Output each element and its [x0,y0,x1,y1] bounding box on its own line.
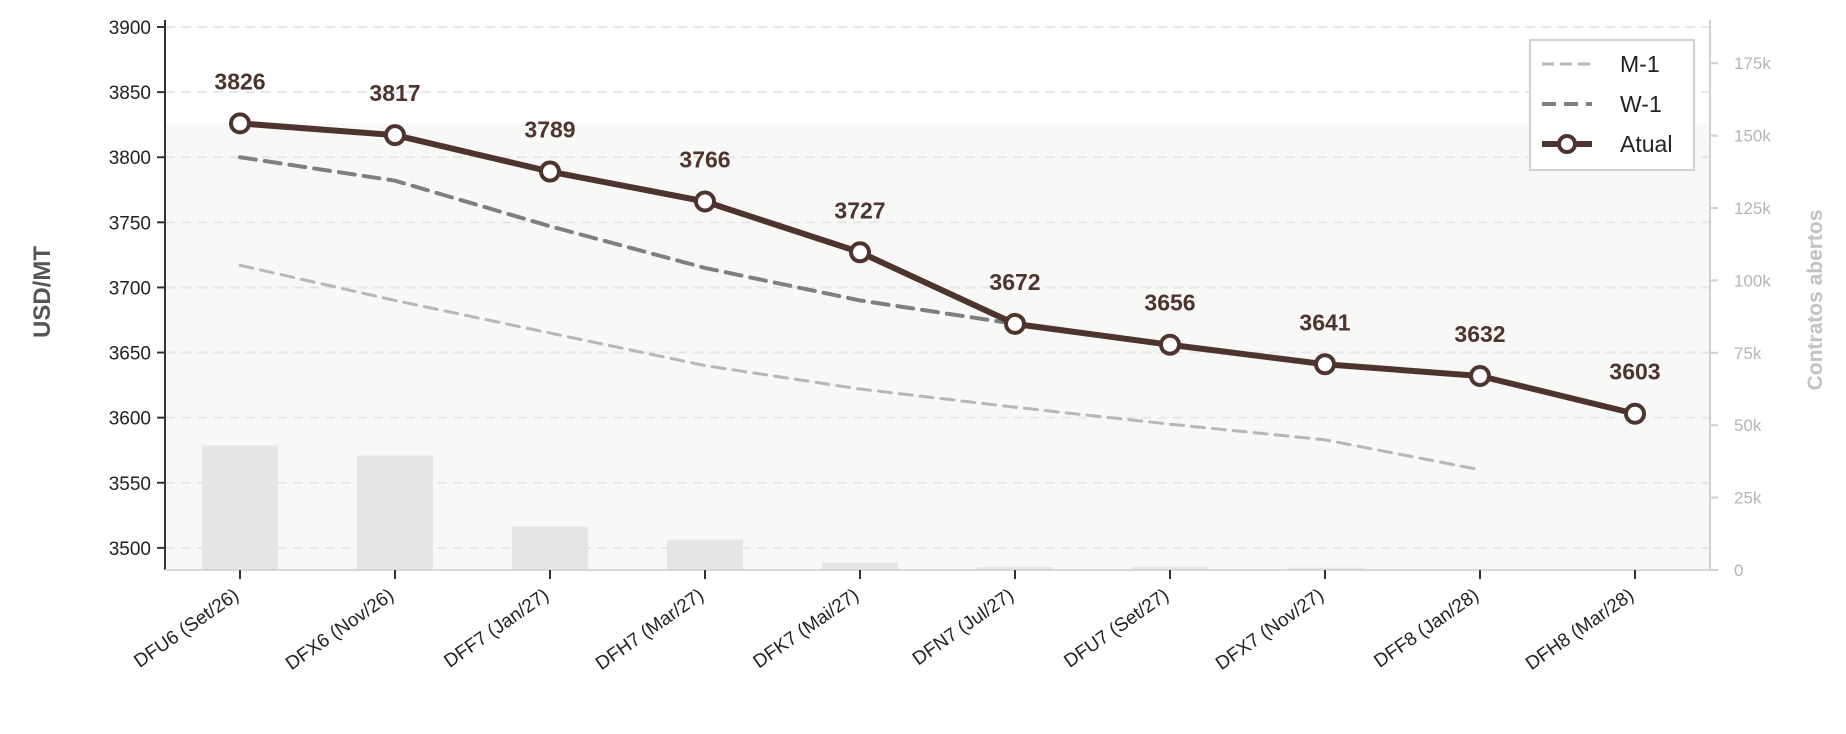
data-label-atual: 3641 [1299,309,1350,335]
legend-label-w1: W-1 [1620,91,1662,117]
data-point-atual [1469,364,1491,387]
series-line-atual [237,120,1638,417]
data-point-atual [694,190,716,213]
legend-marker-atual [1557,134,1577,154]
legend-label-atual: Atual [1620,131,1672,157]
y-tick-label-left: 3650 [109,344,151,365]
x-tick-label: DFX6 (Nov/26) [282,585,398,675]
y-tick-label-left: 3700 [109,278,151,299]
y-tick-label-right: 0 [1734,561,1743,580]
legend-label-m1: M-1 [1620,51,1660,77]
data-label-atual: 3766 [679,147,730,173]
data-label-atual: 3656 [1144,290,1195,316]
data-point-atual [539,160,561,183]
data-point-atual [229,112,251,135]
y-tick-label-right: 175k [1734,54,1771,73]
contracts-bar [977,567,1053,570]
data-point-atual [1004,312,1026,335]
x-tick-label: DFU6 (Set/26) [130,585,242,672]
data-point-atual [1624,402,1646,425]
y-tick-label-right: 150k [1734,127,1771,146]
series-lines [237,120,1638,472]
data-label-atual: 3789 [524,117,575,143]
x-tick-label: DFX7 (Nov/27) [1212,585,1328,675]
x-tick-label: DFH7 (Mar/27) [592,585,708,675]
contracts-bar [202,445,278,570]
y-axis-label-left: USD/MT [29,246,56,338]
data-point-atual [1159,333,1181,356]
data-point-atual [384,124,406,147]
y-tick-label-left: 3800 [109,148,151,169]
contracts-bar [667,539,743,570]
contracts-bar [822,562,898,570]
y-tick-label-left: 3550 [109,474,151,495]
data-label-atual: 3632 [1454,321,1505,347]
y-tick-label-left: 3750 [109,213,151,234]
axes [157,20,1718,579]
contracts-bar [357,455,433,570]
y-tick-label-right: 50k [1734,416,1762,435]
data-label-atual: 3826 [214,68,265,94]
y-tick-label-left: 3850 [109,83,151,104]
data-point-atual [849,241,871,264]
data-label-atual: 3603 [1609,359,1660,385]
data-point-atual [1314,353,1336,376]
x-tick-label: DFF8 (Jan/28) [1370,585,1482,672]
legend-box [1529,39,1695,171]
legend: M-1 W-1 Atual [1529,39,1695,171]
series-markers [229,112,1646,425]
y-axis-label-right: Contratos abertos [1804,210,1827,391]
y-tick-label-left: 3500 [109,539,151,560]
x-tick-label: DFU7 (Set/27) [1060,585,1172,672]
data-label-atual: 3817 [369,80,420,106]
y-tick-label-right: 125k [1734,199,1771,218]
contracts-bar [1287,567,1363,570]
contracts-bar [1132,567,1208,570]
series-line-m-1 [238,263,1482,472]
y-tick-label-right: 75k [1734,344,1762,363]
data-labels: 3826 3817 3789 3766 3727 3672 3656 3641 3632 3603 [214,68,1660,384]
x-tick-label: DFN7 (Jul/27) [909,585,1018,670]
y-tick-label-left: 3900 [109,18,151,39]
x-tick-label: DFF7 (Jan/27) [440,585,552,672]
data-label-atual: 3672 [989,269,1040,295]
open-contracts-bars [202,445,1363,570]
y-tick-label-right: 25k [1734,489,1762,508]
data-label-atual: 3727 [834,197,885,223]
series-line-w-1 [238,155,1017,326]
x-tick-label: DFK7 (Mai/27) [750,585,863,673]
x-tick-label: DFH8 (Mar/28) [1522,585,1638,675]
y-tick-label-right: 100k [1734,271,1771,290]
y-tick-label-left: 3600 [109,409,151,430]
contracts-bar [512,526,588,570]
